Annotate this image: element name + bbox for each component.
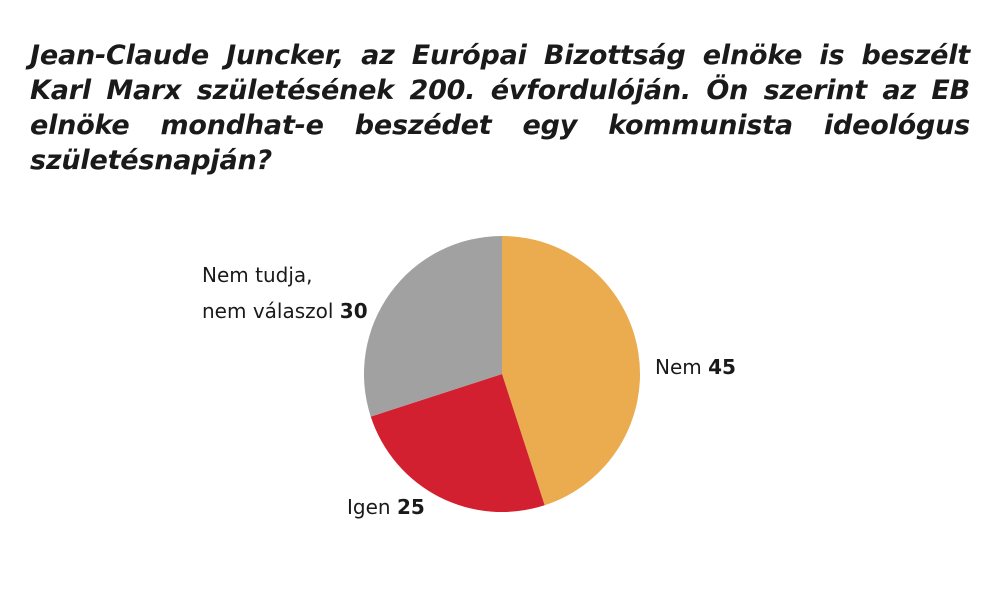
label-nem: Nem 45: [655, 355, 736, 379]
label-nem-tudja-line1: Nem tudja,: [202, 263, 313, 287]
pie-slice-nem: [502, 236, 641, 506]
chart-title: Jean-Claude Juncker, az Európai Bizottsá…: [30, 40, 970, 176]
pie-slice-nem-tudja: [363, 236, 502, 417]
label-igen: Igen 25: [347, 495, 425, 519]
pie-slice-igen: [370, 374, 545, 513]
label-nem-tudja-line2: nem válaszol 30: [202, 299, 368, 323]
